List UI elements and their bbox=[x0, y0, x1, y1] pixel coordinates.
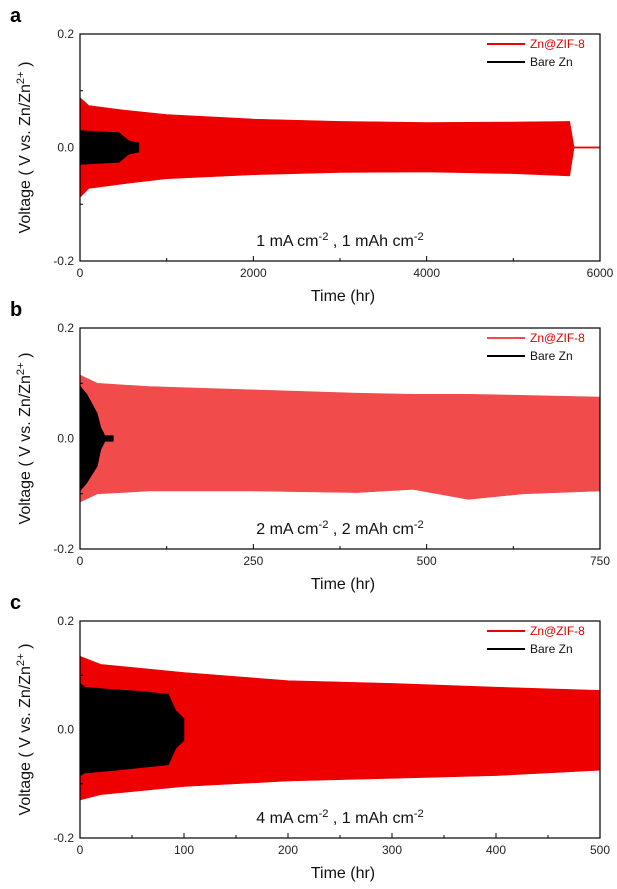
y-axis-title: Voltage ( V vs. Zn/Zn2+ ) bbox=[15, 644, 34, 816]
panel-label: b bbox=[10, 299, 22, 321]
data-layer bbox=[80, 97, 600, 198]
y-tick-label: 0.2 bbox=[57, 321, 74, 335]
y-tick-label: 0.0 bbox=[57, 432, 74, 446]
x-tick-label: 100 bbox=[174, 843, 194, 857]
superscript: -2 bbox=[414, 519, 424, 531]
legend-label: Bare Zn bbox=[530, 642, 573, 656]
series-bare-zn-band bbox=[80, 385, 114, 492]
superscript: 2+ bbox=[15, 362, 27, 375]
series-zn-zif8-band bbox=[80, 374, 600, 503]
x-tick-label: 0 bbox=[77, 266, 84, 280]
legend: Zn@ZIF-8 Bare Zn bbox=[487, 331, 585, 363]
legend-label: Bare Zn bbox=[530, 349, 573, 363]
legend: Zn@ZIF-8 Bare Zn bbox=[487, 37, 585, 69]
data-layer bbox=[80, 655, 600, 801]
panel-label: a bbox=[10, 5, 22, 27]
condition-annotation: 1 mA cm-2 , 1 mAh cm-2 bbox=[256, 231, 424, 250]
legend-label: Bare Zn bbox=[530, 55, 573, 69]
superscript: -2 bbox=[414, 808, 424, 820]
x-tick-label: 750 bbox=[590, 554, 610, 568]
x-tick-label: 250 bbox=[243, 554, 263, 568]
x-tick-label: 0 bbox=[77, 554, 84, 568]
legend-label: Zn@ZIF-8 bbox=[530, 331, 585, 345]
x-axis-title: Time (hr) bbox=[311, 576, 375, 593]
series-zn-zif8-band bbox=[80, 97, 600, 198]
x-tick-label: 400 bbox=[486, 843, 506, 857]
superscript: -2 bbox=[318, 231, 328, 243]
y-tick-label: 0.2 bbox=[57, 614, 74, 628]
panel-label: c bbox=[10, 592, 21, 614]
series-zn-zif8-band bbox=[80, 655, 600, 801]
x-axis-title: Time (hr) bbox=[311, 865, 375, 882]
x-tick-label: 500 bbox=[590, 843, 610, 857]
x-tick-label: 2000 bbox=[240, 266, 267, 280]
y-axis-title: Voltage ( V vs. Zn/Zn2+ ) bbox=[15, 62, 34, 234]
series-bare-zn-band bbox=[80, 130, 140, 165]
data-layer bbox=[80, 374, 600, 503]
superscript: 2+ bbox=[15, 653, 27, 666]
chart-panel-a: 0 2000 4000 6000 0.2 0.0 -0.2 Time (hr) Voltage … bbox=[10, 5, 614, 305]
x-tick-label: 6000 bbox=[587, 266, 614, 280]
superscript: 2+ bbox=[15, 71, 27, 84]
x-tick-label: 500 bbox=[417, 554, 437, 568]
x-tick-label: 200 bbox=[278, 843, 298, 857]
condition-annotation: 4 mA cm-2 , 1 mAh cm-2 bbox=[256, 808, 424, 827]
y-tick-label: 0.2 bbox=[57, 27, 74, 41]
superscript: -2 bbox=[414, 231, 424, 243]
x-tick-label: 4000 bbox=[413, 266, 440, 280]
chart-panel-b: 0 250 500 750 0.2 0.0 -0.2 Time (hr) Voltage ( V… bbox=[10, 299, 610, 593]
chart-panel-c: 0 100 200 300 400 500 0.2 0.0 -0.2 Time (hr) Volta… bbox=[10, 592, 610, 882]
y-tick-label: -0.2 bbox=[53, 254, 74, 268]
legend-label: Zn@ZIF-8 bbox=[530, 624, 585, 638]
y-tick-label: -0.2 bbox=[53, 542, 74, 556]
superscript: -2 bbox=[318, 808, 328, 820]
x-axis-title: Time (hr) bbox=[311, 288, 375, 305]
y-axis-title: Voltage ( V vs. Zn/Zn2+ ) bbox=[15, 353, 34, 525]
y-tick-label: 0.0 bbox=[57, 141, 74, 155]
series-bare-zn-band bbox=[80, 683, 185, 776]
legend: Zn@ZIF-8 Bare Zn bbox=[487, 624, 585, 656]
condition-annotation: 2 mA cm-2 , 2 mAh cm-2 bbox=[256, 519, 424, 538]
legend-label: Zn@ZIF-8 bbox=[530, 37, 585, 51]
x-tick-label: 0 bbox=[77, 843, 84, 857]
superscript: -2 bbox=[318, 519, 328, 531]
y-tick-label: -0.2 bbox=[53, 831, 74, 845]
x-tick-label: 300 bbox=[382, 843, 402, 857]
y-tick-label: 0.0 bbox=[57, 723, 74, 737]
